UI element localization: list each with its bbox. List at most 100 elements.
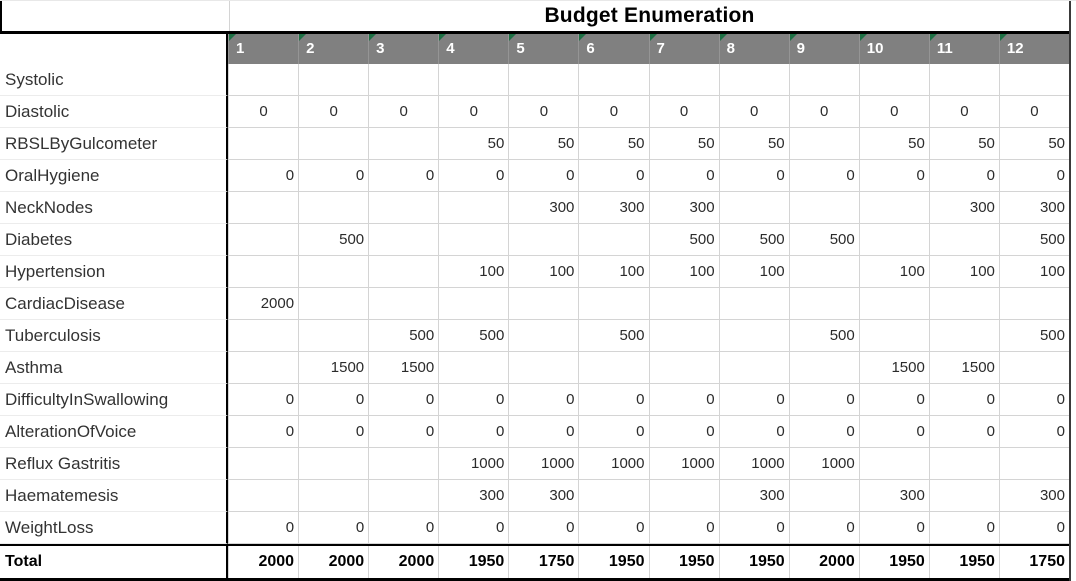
total-label-cell[interactable]: Total <box>0 546 228 578</box>
value-cell[interactable] <box>858 64 929 96</box>
value-cell[interactable]: 500 <box>368 320 439 352</box>
column-header-cell[interactable]: 4 <box>438 34 509 64</box>
value-cell[interactable]: 0 <box>718 384 789 416</box>
total-value-cell[interactable]: 1950 <box>648 546 719 578</box>
value-cell[interactable] <box>298 256 369 288</box>
value-cell[interactable]: 0 <box>578 512 649 544</box>
row-label-cell[interactable]: WeightLoss <box>0 512 228 544</box>
value-cell[interactable] <box>438 224 509 256</box>
value-cell[interactable] <box>648 480 719 512</box>
value-cell[interactable]: 0 <box>228 416 299 448</box>
value-cell[interactable]: 0 <box>998 96 1069 128</box>
value-cell[interactable]: 0 <box>858 96 929 128</box>
value-cell[interactable]: 500 <box>648 224 719 256</box>
row-label-cell[interactable]: Reflux Gastritis <box>0 448 228 480</box>
value-cell[interactable] <box>438 288 509 320</box>
value-cell[interactable]: 0 <box>368 512 439 544</box>
value-cell[interactable] <box>368 448 439 480</box>
value-cell[interactable]: 0 <box>228 384 299 416</box>
column-header-cell[interactable]: 6 <box>578 34 649 64</box>
value-cell[interactable] <box>928 288 999 320</box>
value-cell[interactable]: 0 <box>368 160 439 192</box>
value-cell[interactable] <box>508 288 579 320</box>
value-cell[interactable] <box>368 256 439 288</box>
value-cell[interactable]: 500 <box>718 224 789 256</box>
value-cell[interactable]: 0 <box>718 416 789 448</box>
value-cell[interactable] <box>508 224 579 256</box>
value-cell[interactable]: 0 <box>648 160 719 192</box>
row-label-cell[interactable]: Asthma <box>0 352 228 384</box>
header-spacer-cell[interactable] <box>0 34 228 64</box>
value-cell[interactable]: 100 <box>998 256 1069 288</box>
value-cell[interactable]: 0 <box>718 512 789 544</box>
value-cell[interactable]: 0 <box>298 160 369 192</box>
value-cell[interactable] <box>648 352 719 384</box>
value-cell[interactable] <box>718 352 789 384</box>
value-cell[interactable]: 0 <box>438 416 509 448</box>
value-cell[interactable]: 0 <box>928 384 999 416</box>
value-cell[interactable]: 50 <box>438 128 509 160</box>
value-cell[interactable]: 0 <box>788 416 859 448</box>
value-cell[interactable]: 0 <box>508 416 579 448</box>
total-value-cell[interactable]: 2000 <box>788 546 859 578</box>
value-cell[interactable]: 300 <box>718 480 789 512</box>
value-cell[interactable]: 0 <box>368 384 439 416</box>
column-header-cell[interactable]: 3 <box>368 34 439 64</box>
value-cell[interactable]: 0 <box>368 416 439 448</box>
value-cell[interactable] <box>228 192 299 224</box>
value-cell[interactable] <box>438 64 509 96</box>
value-cell[interactable] <box>368 64 439 96</box>
value-cell[interactable] <box>228 224 299 256</box>
value-cell[interactable]: 0 <box>508 96 579 128</box>
value-cell[interactable] <box>578 352 649 384</box>
value-cell[interactable]: 0 <box>998 384 1069 416</box>
value-cell[interactable] <box>228 352 299 384</box>
value-cell[interactable]: 50 <box>578 128 649 160</box>
value-cell[interactable]: 1000 <box>648 448 719 480</box>
value-cell[interactable] <box>368 128 439 160</box>
value-cell[interactable] <box>578 224 649 256</box>
column-header-cell[interactable]: 5 <box>508 34 579 64</box>
value-cell[interactable] <box>928 320 999 352</box>
value-cell[interactable] <box>858 288 929 320</box>
value-cell[interactable]: 0 <box>788 160 859 192</box>
row-label-cell[interactable]: NeckNodes <box>0 192 228 224</box>
value-cell[interactable]: 300 <box>858 480 929 512</box>
value-cell[interactable]: 500 <box>578 320 649 352</box>
value-cell[interactable]: 0 <box>298 384 369 416</box>
value-cell[interactable] <box>298 128 369 160</box>
value-cell[interactable] <box>368 288 439 320</box>
row-label-cell[interactable]: OralHygiene <box>0 160 228 192</box>
row-label-cell[interactable]: Diabetes <box>0 224 228 256</box>
value-cell[interactable]: 100 <box>508 256 579 288</box>
value-cell[interactable] <box>508 320 579 352</box>
value-cell[interactable]: 1500 <box>298 352 369 384</box>
value-cell[interactable] <box>788 256 859 288</box>
value-cell[interactable] <box>928 448 999 480</box>
value-cell[interactable]: 500 <box>998 224 1069 256</box>
value-cell[interactable]: 0 <box>648 512 719 544</box>
value-cell[interactable]: 1500 <box>368 352 439 384</box>
value-cell[interactable]: 300 <box>998 192 1069 224</box>
value-cell[interactable]: 0 <box>718 96 789 128</box>
value-cell[interactable] <box>228 448 299 480</box>
value-cell[interactable] <box>788 192 859 224</box>
value-cell[interactable] <box>578 64 649 96</box>
value-cell[interactable] <box>438 192 509 224</box>
value-cell[interactable] <box>928 64 999 96</box>
value-cell[interactable]: 1000 <box>438 448 509 480</box>
row-label-cell[interactable]: Diastolic <box>0 96 228 128</box>
value-cell[interactable]: 0 <box>648 96 719 128</box>
value-cell[interactable]: 1500 <box>928 352 999 384</box>
value-cell[interactable]: 0 <box>438 512 509 544</box>
row-label-cell[interactable]: Tuberculosis <box>0 320 228 352</box>
value-cell[interactable] <box>298 448 369 480</box>
value-cell[interactable] <box>228 480 299 512</box>
value-cell[interactable]: 500 <box>788 320 859 352</box>
total-value-cell[interactable]: 1950 <box>858 546 929 578</box>
value-cell[interactable]: 0 <box>928 512 999 544</box>
value-cell[interactable] <box>718 64 789 96</box>
column-header-cell[interactable]: 7 <box>648 34 719 64</box>
value-cell[interactable]: 0 <box>998 512 1069 544</box>
value-cell[interactable] <box>788 288 859 320</box>
